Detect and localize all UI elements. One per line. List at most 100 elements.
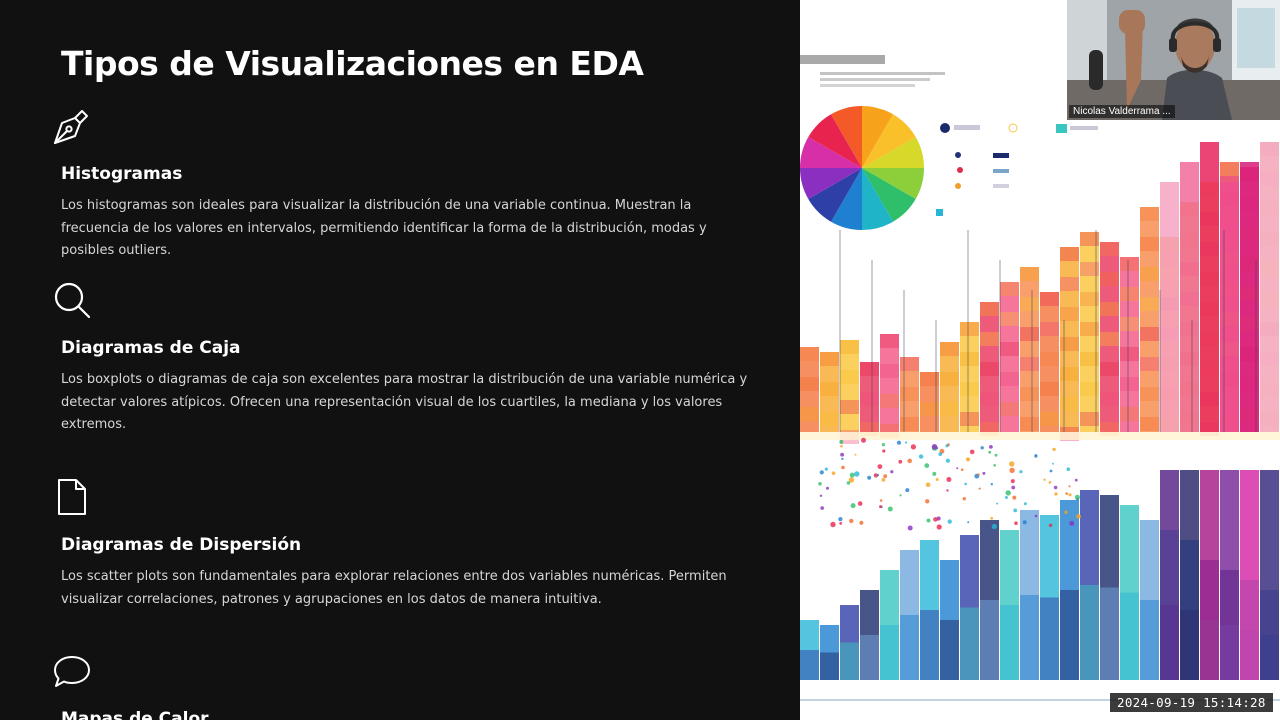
illustration-cell bbox=[1040, 292, 1059, 306]
illustration-cell bbox=[1140, 387, 1159, 401]
illustration-cell bbox=[1100, 272, 1119, 286]
illustration-cell bbox=[1000, 282, 1019, 296]
illustration-cell bbox=[1060, 247, 1079, 261]
illustration-cell bbox=[840, 400, 859, 414]
illustration-cell bbox=[1000, 372, 1019, 386]
illustration-bar bbox=[1060, 247, 1079, 432]
section-description: Los boxplots o diagramas de caja son exc… bbox=[61, 372, 748, 432]
scatter-dot bbox=[819, 494, 823, 497]
illustration-bar bbox=[1200, 470, 1219, 680]
illustration-cell bbox=[920, 372, 939, 386]
scatter-dot bbox=[850, 503, 856, 509]
illustration-cell bbox=[800, 650, 819, 680]
scatter-dot bbox=[977, 473, 980, 476]
pie-slice bbox=[862, 168, 924, 199]
scatter-dot bbox=[1009, 461, 1015, 467]
illustration-cell bbox=[1120, 317, 1139, 331]
scatter-dot bbox=[947, 519, 952, 524]
pie-slice bbox=[808, 114, 862, 168]
illustration-cell bbox=[960, 322, 979, 336]
illustration-cell bbox=[1060, 367, 1079, 381]
scatter-dot bbox=[841, 457, 844, 461]
pie-slice bbox=[862, 114, 916, 168]
illustration-cell bbox=[900, 615, 919, 680]
scatter-dot bbox=[859, 520, 864, 525]
scatter-dot bbox=[1052, 462, 1054, 465]
scatter-dot bbox=[1048, 523, 1053, 527]
document-icon bbox=[52, 477, 92, 517]
illustration-cell bbox=[1000, 605, 1019, 680]
illustration-cell bbox=[1060, 397, 1079, 411]
illustration-cell bbox=[980, 302, 999, 316]
scatter-dot bbox=[982, 471, 986, 475]
scatter-dot bbox=[993, 464, 996, 467]
illustration-cell bbox=[1080, 585, 1099, 680]
scatter-dot bbox=[848, 477, 855, 483]
scatter-dot bbox=[1034, 454, 1038, 458]
scatter-dot bbox=[830, 521, 836, 528]
illustration-cell bbox=[980, 332, 999, 346]
scatter-dot bbox=[1022, 520, 1027, 525]
illustration-cell bbox=[800, 377, 819, 391]
scatter-dot bbox=[967, 521, 970, 524]
illustration-cell bbox=[1080, 382, 1099, 396]
illustration-cell bbox=[880, 364, 899, 378]
illustration-cell bbox=[1020, 417, 1039, 431]
illustration-cell bbox=[1020, 357, 1039, 371]
illustration-cell bbox=[860, 635, 879, 680]
participant-name-label: Nicolas Valderrama ... bbox=[1069, 105, 1175, 118]
scatter-dot bbox=[946, 477, 952, 482]
illustration-cell bbox=[1040, 597, 1059, 680]
illustration-cell bbox=[940, 342, 959, 356]
illustration-cell bbox=[1120, 287, 1139, 301]
scatter-dot bbox=[1066, 467, 1071, 472]
participant-video-feed bbox=[1067, 0, 1280, 120]
illustration-cell bbox=[1060, 307, 1079, 321]
illustration-cell bbox=[1100, 587, 1119, 680]
illustration-cell bbox=[1060, 590, 1079, 680]
scatter-dot bbox=[867, 475, 872, 480]
illustration-bar bbox=[1160, 182, 1179, 432]
illustration-cell bbox=[1020, 595, 1039, 680]
illustration-cell bbox=[920, 610, 939, 680]
scatter-dot bbox=[990, 516, 994, 520]
illustration-bar bbox=[840, 340, 859, 432]
scatter-dot bbox=[956, 467, 959, 470]
illustration-cell bbox=[940, 402, 959, 416]
scatter-dot bbox=[846, 481, 851, 485]
illustration-cell bbox=[1020, 267, 1039, 281]
scatter-dot bbox=[849, 518, 854, 524]
illustration-cell bbox=[1120, 592, 1139, 680]
scatter-dot bbox=[826, 486, 829, 490]
scatter-dot bbox=[1005, 490, 1011, 496]
illustration-cell bbox=[1140, 357, 1159, 371]
illustration-bar bbox=[1200, 142, 1219, 432]
illustration-cell bbox=[900, 417, 919, 431]
scatter-dot bbox=[819, 470, 824, 475]
scatter-dot bbox=[946, 489, 949, 492]
illustration-cell bbox=[1080, 232, 1099, 246]
scatter-dot bbox=[965, 457, 971, 462]
illustration-cell bbox=[1140, 207, 1159, 221]
scatter-dot bbox=[1023, 502, 1027, 506]
section-title: Histogramas bbox=[61, 164, 183, 184]
illustration-cell bbox=[1080, 262, 1099, 276]
illustration-cell bbox=[900, 387, 919, 401]
illustration-bar bbox=[1220, 182, 1239, 432]
illustration-cell bbox=[1140, 417, 1159, 431]
scatter-dot bbox=[1049, 469, 1053, 473]
illustration-cell bbox=[1000, 402, 1019, 416]
illustration-cell bbox=[860, 362, 879, 376]
speech-bubble-icon bbox=[52, 652, 92, 692]
participant-video-tile[interactable]: Nicolas Valderrama ... bbox=[1067, 0, 1280, 120]
section-title: Diagramas de Caja bbox=[61, 338, 241, 358]
illustration-bar bbox=[1040, 292, 1059, 432]
scatter-dot bbox=[831, 471, 836, 476]
pie-slice bbox=[831, 168, 862, 230]
pie-slice bbox=[862, 168, 916, 222]
illustration-bar bbox=[1120, 257, 1139, 432]
scatter-dot bbox=[969, 449, 975, 455]
illustration-cell bbox=[800, 347, 819, 361]
illustration-cell bbox=[1120, 347, 1139, 361]
illustration-cell bbox=[900, 357, 919, 371]
